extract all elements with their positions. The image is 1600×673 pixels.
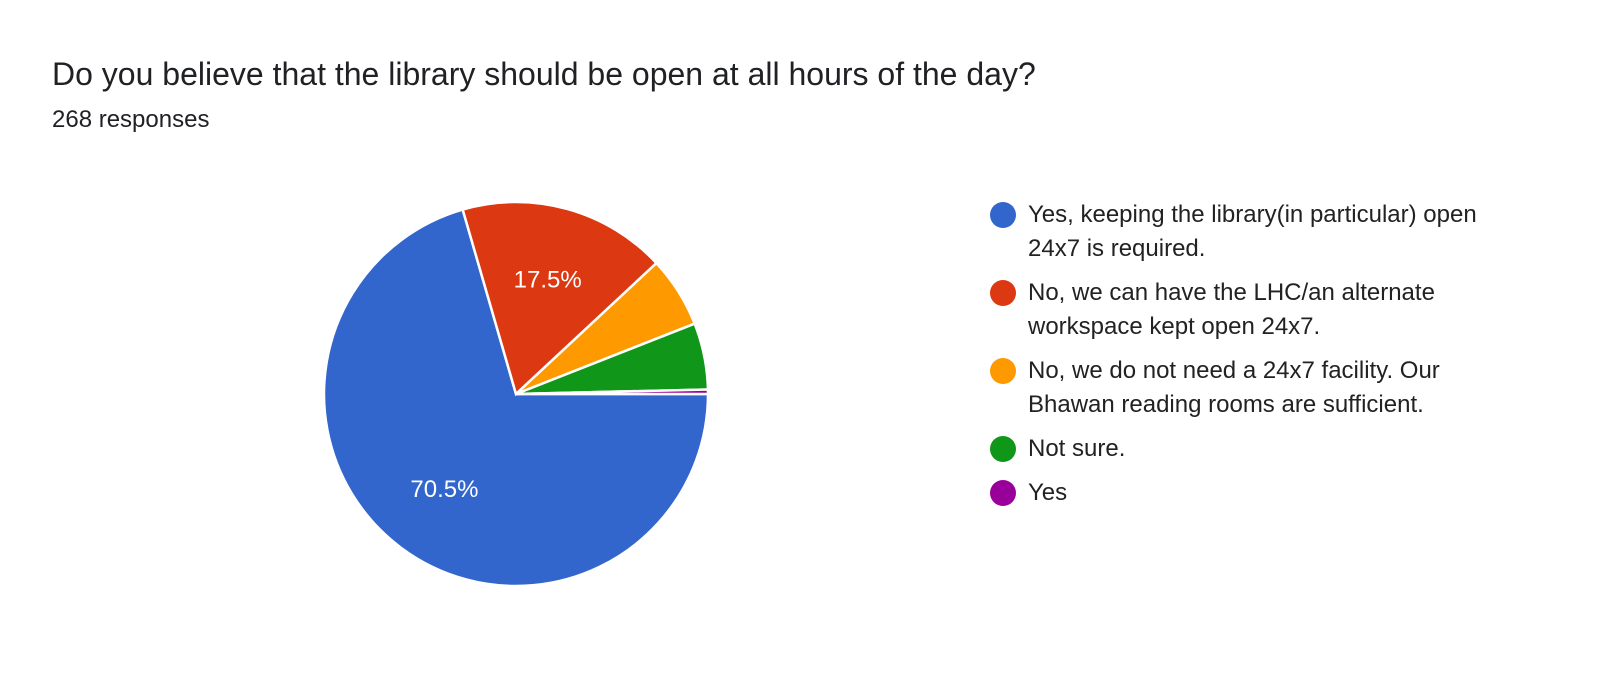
- legend-item[interactable]: Yes, keeping the library(in particular) …: [990, 198, 1510, 266]
- pie-slice: [461, 200, 659, 397]
- legend-item[interactable]: No, we do not need a 24x7 facility. Our …: [990, 354, 1510, 422]
- legend: Yes, keeping the library(in particular) …: [990, 198, 1510, 520]
- legend-item[interactable]: Yes: [990, 476, 1510, 510]
- pie-slice: [322, 207, 710, 588]
- legend-label: No, we can have the LHC/an alternate wor…: [1028, 279, 1435, 340]
- legend-label: No, we do not need a 24x7 facility. Our …: [1028, 357, 1440, 418]
- legend-label: Yes: [1028, 479, 1068, 506]
- legend-label: Not sure.: [1028, 435, 1126, 462]
- legend-color-dot-icon: [990, 480, 1016, 506]
- chart-title: Do you believe that the library should b…: [52, 56, 1036, 92]
- slice-percent-label: 70.5%: [410, 476, 478, 503]
- pie-slice: [515, 388, 710, 396]
- legend-color-dot-icon: [990, 202, 1016, 228]
- legend-item[interactable]: Not sure.: [990, 432, 1510, 466]
- legend-color-dot-icon: [990, 436, 1016, 462]
- legend-color-dot-icon: [990, 358, 1016, 384]
- legend-color-dot-icon: [990, 280, 1016, 306]
- legend-label: Yes, keeping the library(in particular) …: [1028, 201, 1477, 262]
- slice-percent-label: 17.5%: [514, 266, 582, 293]
- response-count: 268 responses: [52, 106, 210, 133]
- legend-item[interactable]: No, we can have the LHC/an alternate wor…: [990, 276, 1510, 344]
